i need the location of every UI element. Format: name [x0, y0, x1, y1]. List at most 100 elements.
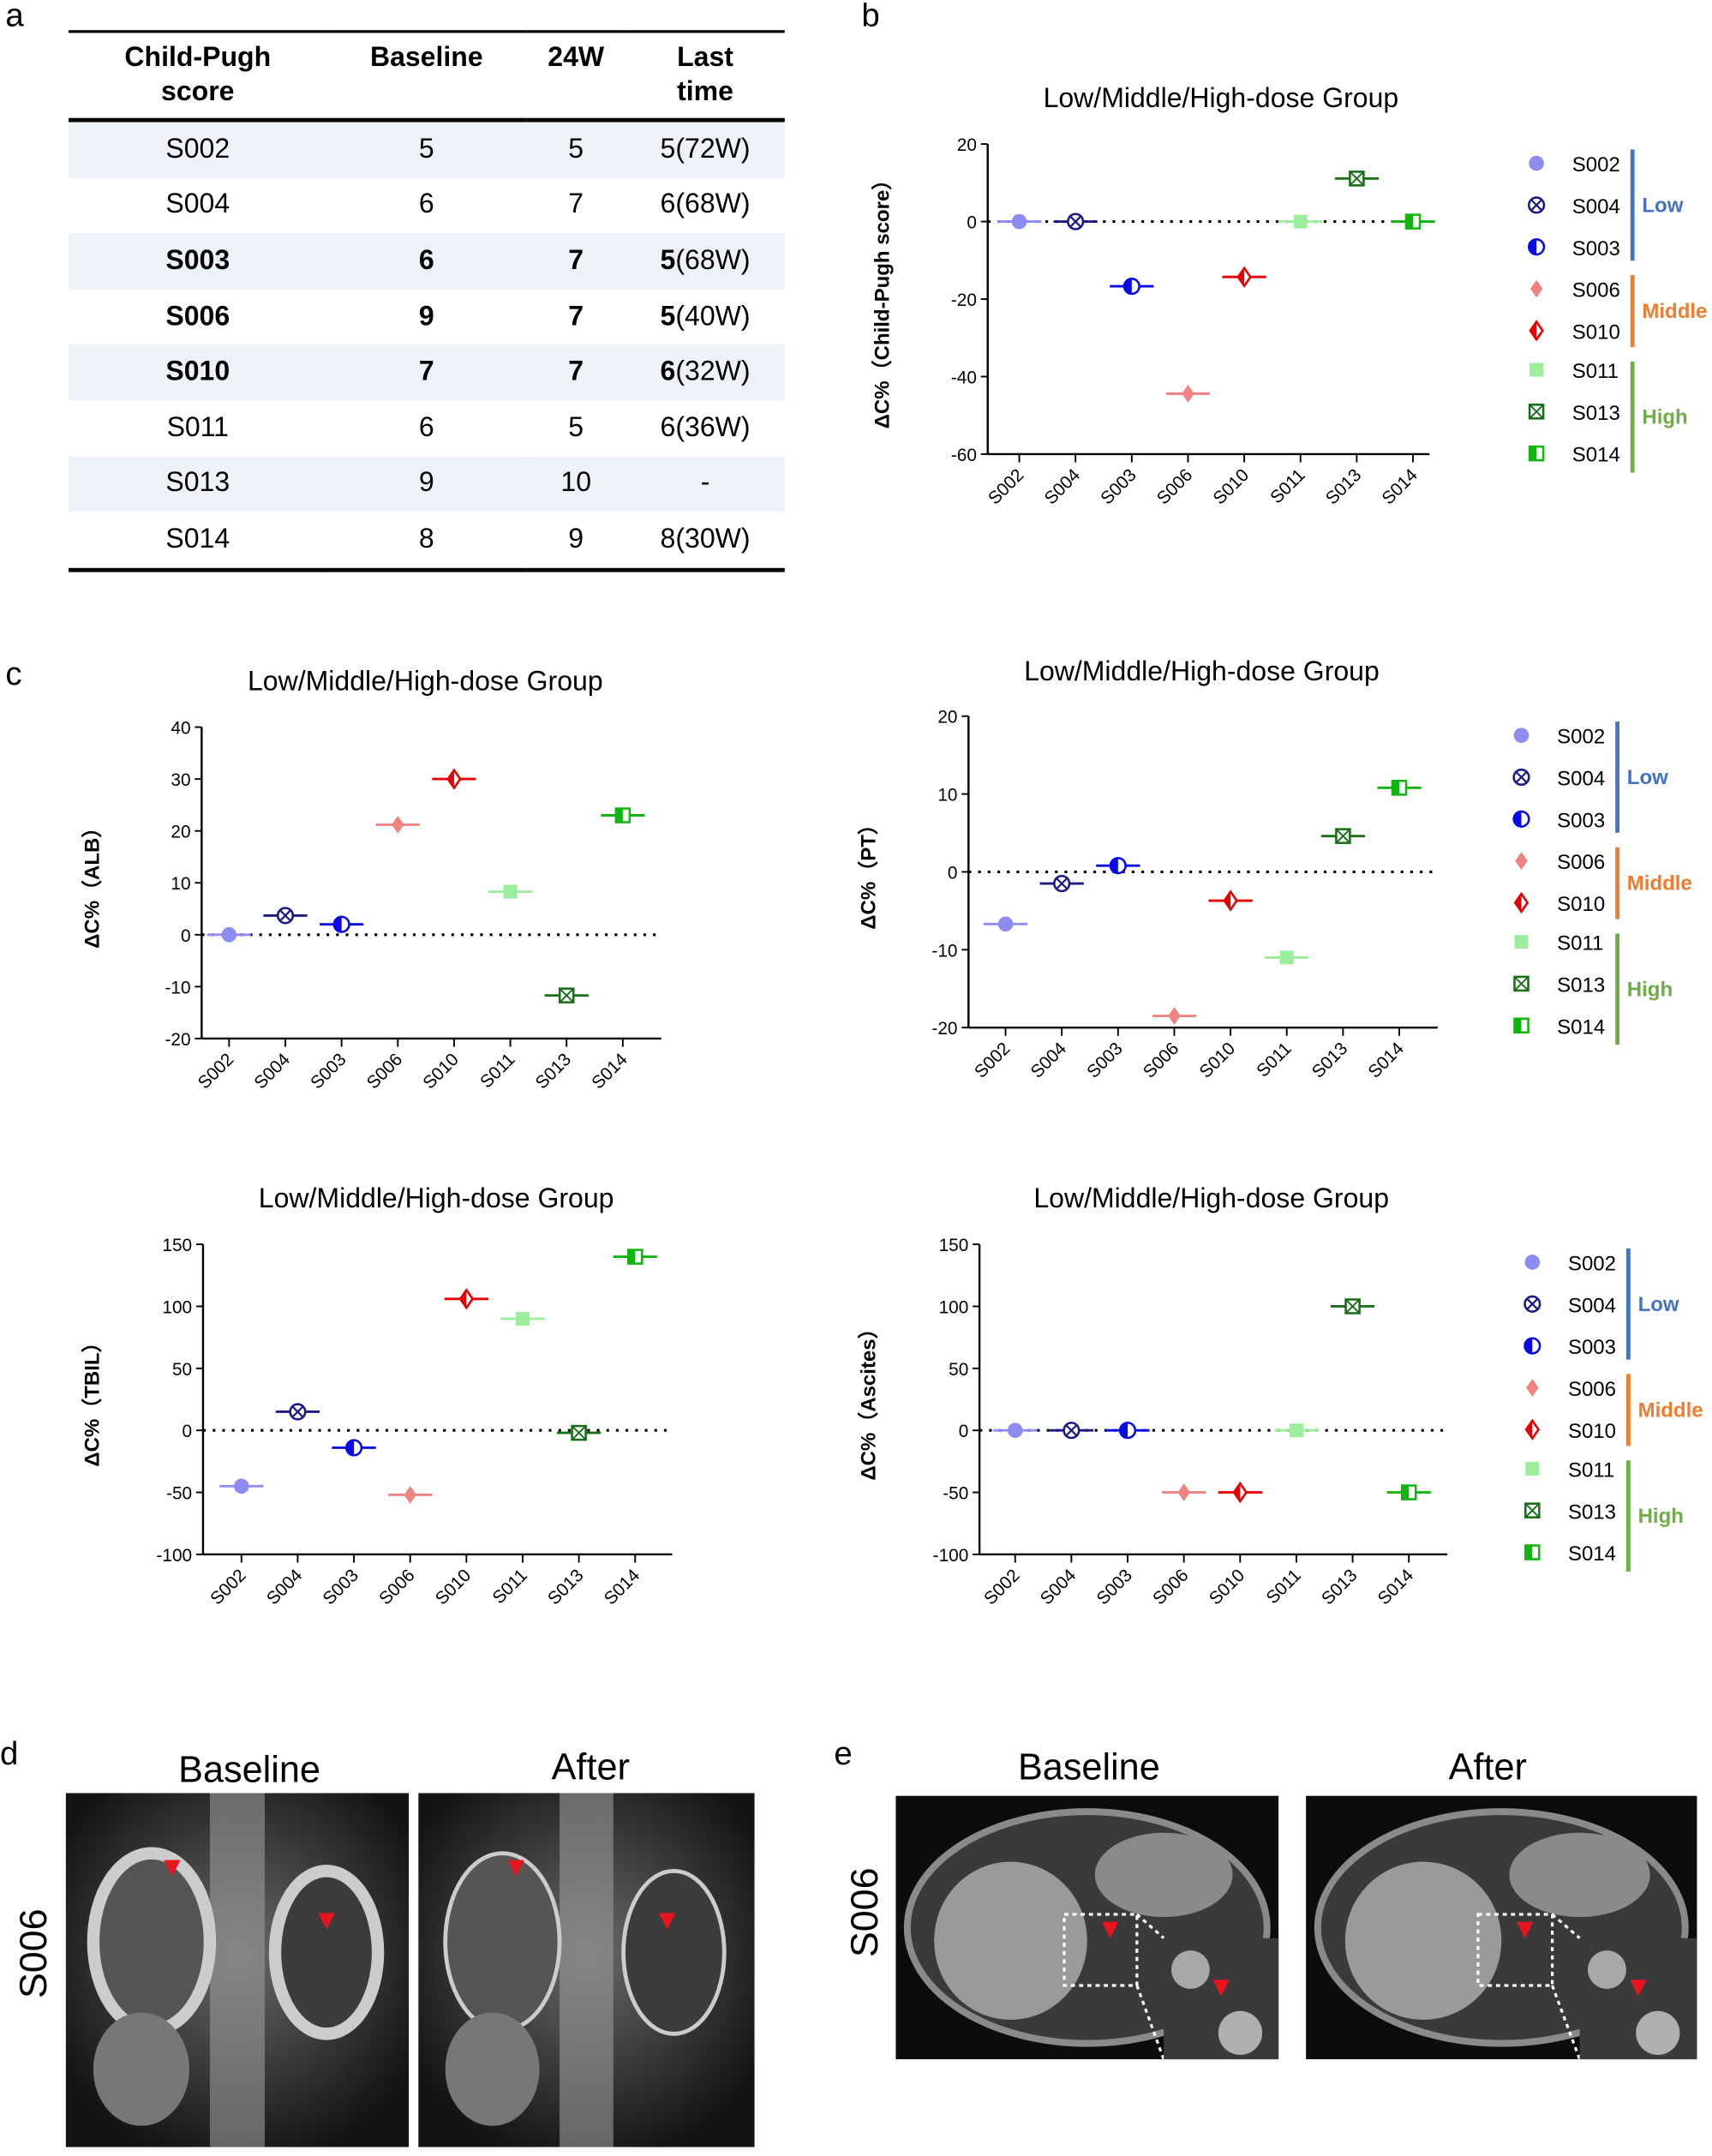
x-tick-label: S013 — [532, 1050, 576, 1093]
legend-label: S003 — [1557, 809, 1605, 832]
y-tick-label: 10 — [171, 874, 190, 894]
data-point-S004 — [1063, 1422, 1080, 1440]
x-tick-label: S002 — [980, 1566, 1024, 1609]
x-tick-label: S010 — [419, 1050, 463, 1093]
x-tick-label: S006 — [1149, 1566, 1193, 1609]
legend-marker-S006 — [1529, 279, 1543, 298]
data-point-S002 — [1007, 1422, 1023, 1439]
y-tick-label: 40 — [171, 719, 190, 739]
chart-4: Low/Middle/High-dose Group ΔC%（Ascites） 15… — [857, 1183, 1448, 1609]
legend-item: S003 — [1523, 1336, 1616, 1359]
y-tick-label: 150 — [162, 1236, 192, 1255]
panel-label-b: b — [861, 0, 880, 35]
legend-item: S014 — [1524, 1542, 1616, 1566]
data-point-S014 — [1404, 213, 1422, 230]
w24-cell: 7 — [526, 344, 626, 401]
last-time-cell: 6(36W) — [660, 412, 751, 443]
data-point-S013 — [1335, 828, 1351, 844]
data-point-S004 — [289, 1403, 307, 1421]
legend-label: S004 — [1572, 195, 1620, 219]
legend-group-label: High — [1642, 406, 1687, 429]
x-tick-label: S014 — [588, 1050, 632, 1093]
data-point-S004 — [276, 907, 295, 925]
legend-group-label: Low — [1642, 194, 1683, 217]
zoom-region-box — [1476, 1913, 1554, 1987]
legend-item: S006 — [1515, 851, 1605, 874]
y-axis-label: ΔC%（TBIL） — [81, 1332, 104, 1466]
panel-label-d: d — [0, 1735, 19, 1773]
legend-label: S010 — [1557, 893, 1605, 916]
y-tick-label: -50 — [166, 1484, 192, 1504]
data-point-S014 — [614, 807, 632, 823]
x-tick-label: S010 — [1195, 1039, 1239, 1082]
legend-item: S010 — [1529, 320, 1620, 344]
x-tick-label: S006 — [1153, 465, 1197, 509]
y-tick-label: -60 — [951, 446, 977, 465]
y-tick-label: 100 — [162, 1297, 192, 1317]
legend-label: S013 — [1572, 402, 1620, 425]
legend-item: S002 — [1529, 153, 1620, 177]
data-point-S004 — [1067, 213, 1085, 231]
baseline-cell: 9 — [418, 301, 434, 332]
red-arrowhead — [164, 1860, 181, 1877]
x-tick-label: S006 — [375, 1566, 419, 1609]
legend-item: S002 — [1524, 1253, 1616, 1276]
legend-item: S003 — [1528, 237, 1620, 261]
w24-cell: 9 — [526, 512, 626, 572]
x-tick-label: S006 — [363, 1050, 407, 1093]
y-tick-label: -20 — [951, 290, 977, 310]
w24-cell: 10 — [526, 456, 626, 512]
data-point-S002 — [233, 1478, 249, 1494]
legend-marker-S014 — [1524, 1544, 1541, 1560]
patient-id: S002 — [69, 120, 327, 178]
x-tick-label: S010 — [432, 1566, 476, 1609]
red-arrowhead — [318, 1913, 335, 1930]
red-arrowhead — [1212, 1979, 1230, 1997]
data-point-S014 — [1391, 780, 1408, 796]
legend-marker-S002 — [1524, 1255, 1541, 1270]
data-point-S004 — [1053, 874, 1071, 893]
x-tick-label: S003 — [307, 1050, 350, 1093]
table-row: S006 9 7 5(40W) — [69, 289, 785, 344]
red-arrowhead — [1630, 1979, 1647, 1997]
data-point-S011 — [1289, 1423, 1303, 1438]
legend-label: S014 — [1568, 1542, 1616, 1566]
x-tick-label: S013 — [544, 1566, 588, 1609]
legend-group-label: Middle — [1627, 872, 1692, 895]
legend-label: S011 — [1557, 932, 1603, 955]
legend-label: S013 — [1557, 974, 1605, 997]
y-tick-label: 10 — [937, 786, 957, 806]
baseline-cell: 6 — [418, 189, 434, 220]
legend-label: S002 — [1568, 1253, 1616, 1276]
last-time-cell: 5(72W) — [626, 120, 785, 178]
patient-id: S013 — [69, 456, 327, 512]
patient-id: S014 — [69, 512, 327, 572]
legend-label: S011 — [1568, 1458, 1614, 1482]
legend-label: S003 — [1572, 237, 1620, 261]
data-point-S002 — [1011, 213, 1027, 230]
legend-label: S006 — [1568, 1378, 1616, 1401]
legend-item: S003 — [1512, 809, 1605, 832]
red-arrowhead — [1517, 1921, 1534, 1938]
legend-marker-S014 — [1513, 1017, 1529, 1034]
table-row: S011 6 5 6(36W) — [69, 400, 785, 456]
w24-cell: 7 — [568, 189, 584, 220]
legend: S002 S004 S003 S006 S010 S011 S013 S014 Low Middl… — [1528, 149, 1707, 473]
legend-marker-S010 — [1513, 891, 1529, 914]
data-point-S003 — [332, 915, 350, 933]
legend-label: S010 — [1572, 320, 1620, 344]
y-tick-label: -40 — [951, 368, 977, 387]
x-tick-label: S004 — [250, 1050, 294, 1093]
table-row: S013 9 10- — [69, 456, 785, 512]
y-tick-label: 0 — [967, 213, 977, 233]
y-tick-label: 20 — [171, 823, 190, 842]
legend-group-label: High — [1627, 978, 1673, 1001]
y-tick-label: -20 — [931, 1019, 957, 1039]
chart-title: Low/Middle/High-dose Group — [1024, 656, 1380, 686]
data-point-S006 — [1177, 1483, 1190, 1501]
data-point-S014 — [1400, 1484, 1417, 1500]
x-tick-label: S010 — [1206, 1566, 1249, 1609]
col-header: Child-Pugh score — [69, 30, 327, 123]
patient-id: S006 — [165, 301, 230, 332]
